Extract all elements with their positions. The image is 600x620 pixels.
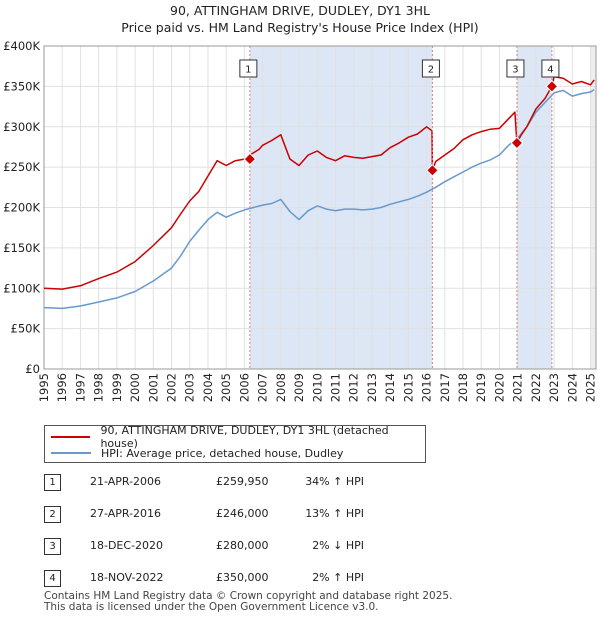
- x-tick-label: 2002: [165, 373, 179, 402]
- y-tick-label: £300K: [3, 120, 40, 134]
- sale-hpi-change: 34% ↑ HPI: [305, 475, 364, 488]
- x-tick-label: 2019: [474, 373, 488, 402]
- legend-label-hpi: HPI: Average price, detached house, Dudl…: [101, 446, 344, 460]
- sale-row: 3 18-DEC-2020 £280,000 2% ↓ HPI: [44, 538, 464, 555]
- sale-hpi-change: 2% ↑ HPI: [312, 571, 364, 584]
- sale-date: 21-APR-2006: [90, 475, 162, 488]
- x-tick-label: 2015: [401, 373, 415, 402]
- legend-label-property: 90, ATTINGHAM DRIVE, DUDLEY, DY1 3HL (de…: [100, 424, 389, 450]
- y-tick-label: £50K: [11, 322, 41, 336]
- legend: 90, ATTINGHAM DRIVE, DUDLEY, DY1 3HL (de…: [44, 424, 426, 463]
- sale-label-box: [506, 59, 525, 78]
- footer-copyright: Contains HM Land Registry data © Crown c…: [44, 590, 453, 602]
- x-tick-label: 2013: [365, 373, 379, 402]
- sale-label: 2: [428, 65, 434, 76]
- x-tick-label: 1999: [110, 373, 124, 402]
- x-tick-label: 2004: [201, 373, 215, 402]
- y-tick-label: £400K: [3, 39, 40, 53]
- sale-label-box: [421, 59, 440, 78]
- sale-price: £246,000: [216, 507, 269, 520]
- x-tick-label: 1995: [37, 373, 51, 402]
- x-tick-label: 2023: [547, 373, 561, 402]
- x-tick-label: 1996: [55, 373, 69, 402]
- x-tick-label: 2011: [328, 373, 342, 402]
- sale-label: 3: [512, 65, 518, 76]
- sale-point: [243, 152, 257, 166]
- plot-frame: [43, 45, 597, 370]
- price-chart: 90, ATTINGHAM DRIVE, DUDLEY, DY1 3HL Pri…: [3, 3, 598, 402]
- y-tick-label: £350K: [3, 79, 40, 93]
- x-tick-label: 2014: [383, 373, 397, 402]
- x-tick-label: 2016: [420, 373, 434, 402]
- sale-price: £259,950: [216, 475, 269, 488]
- sale-number-badge: 2: [44, 506, 61, 523]
- sale-label: 1: [245, 65, 251, 76]
- sale-hpi-change: 13% ↑ HPI: [305, 507, 364, 520]
- x-tick-label: 2006: [237, 373, 251, 402]
- x-tick-label: 2018: [456, 373, 470, 402]
- x-tick-label: 2010: [310, 373, 324, 402]
- sale-number-badge: 3: [44, 538, 61, 555]
- sale-point: [510, 136, 524, 150]
- sale-hpi-change: 2% ↓ HPI: [312, 539, 364, 552]
- legend-item-property: 90, ATTINGHAM DRIVE, DUDLEY, DY1 3HL (de…: [51, 424, 425, 450]
- x-tick-label: 2007: [256, 373, 270, 402]
- y-tick-label: £150K: [3, 241, 40, 255]
- y-tick-label: £0: [25, 362, 40, 376]
- sale-date: 18-NOV-2022: [90, 571, 164, 584]
- sale-date: 27-APR-2016: [90, 507, 162, 520]
- sale-number-badge: 4: [44, 570, 61, 587]
- sale-label-box: [239, 59, 258, 78]
- sale-label: 4: [547, 65, 553, 76]
- sale-row: 2 27-APR-2016 £246,000 13% ↑ HPI: [44, 506, 464, 523]
- legend-swatch-property: [51, 436, 91, 438]
- y-tick-label: £100K: [3, 281, 40, 295]
- x-tick-label: 1998: [92, 373, 106, 402]
- x-tick-label: 2022: [529, 373, 543, 402]
- footer: Contains HM Land Registry data © Crown c…: [44, 591, 452, 613]
- y-tick-label: £250K: [3, 160, 40, 174]
- sale-number-badge: 1: [44, 474, 61, 491]
- property-price-line: [43, 75, 595, 290]
- sale-row: 4 18-NOV-2022 £350,000 2% ↑ HPI: [44, 570, 464, 587]
- x-tick-label: 2024: [565, 373, 579, 402]
- x-tick-label: 1997: [73, 373, 87, 402]
- x-tick-label: 2020: [492, 373, 506, 402]
- x-tick-label: 2000: [128, 373, 142, 402]
- sale-row: 1 21-APR-2006 £259,950 34% ↑ HPI: [44, 474, 464, 491]
- x-tick-label: 2012: [347, 373, 361, 402]
- sale-label-box: [541, 59, 560, 78]
- sale-date: 18-DEC-2020: [90, 539, 164, 552]
- x-tick-label: 2008: [274, 373, 288, 402]
- chart-subtitle: Price paid vs. HM Land Registry's House …: [121, 20, 478, 35]
- x-tick-label: 2003: [183, 373, 197, 402]
- x-tick-label: 2017: [438, 373, 452, 402]
- sale-price: £280,000: [216, 539, 269, 552]
- x-tick-label: 2021: [511, 373, 525, 402]
- x-tick-label: 2005: [219, 373, 233, 402]
- y-tick-label: £200K: [3, 201, 40, 215]
- legend-item-hpi: HPI: Average price, detached house, Dudl…: [51, 445, 343, 461]
- footer-licence: This data is licensed under the Open Gov…: [44, 601, 379, 613]
- x-tick-label: 2001: [146, 373, 160, 402]
- sale-price: £350,000: [216, 571, 269, 584]
- sale-point: [426, 163, 439, 177]
- x-tick-label: 2009: [292, 373, 306, 402]
- sale-point: [545, 80, 559, 93]
- chart-title: 90, ATTINGHAM DRIVE, DUDLEY, DY1 3HL: [170, 3, 430, 18]
- x-tick-label: 2025: [584, 373, 598, 402]
- legend-swatch-hpi: [51, 452, 91, 454]
